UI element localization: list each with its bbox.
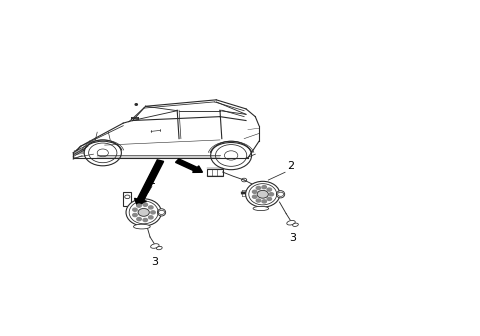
Circle shape	[143, 218, 147, 221]
Circle shape	[262, 200, 266, 203]
Text: 1: 1	[148, 176, 156, 186]
Circle shape	[257, 191, 268, 198]
Circle shape	[256, 186, 261, 190]
Text: 3: 3	[151, 257, 158, 267]
FancyArrow shape	[176, 159, 203, 172]
Circle shape	[267, 188, 272, 191]
Circle shape	[267, 197, 272, 201]
Ellipse shape	[276, 191, 285, 198]
Circle shape	[256, 199, 261, 202]
Circle shape	[133, 213, 137, 217]
Circle shape	[138, 208, 149, 216]
Ellipse shape	[246, 181, 280, 207]
Circle shape	[143, 203, 147, 206]
Ellipse shape	[287, 220, 295, 225]
Bar	[207, 169, 223, 176]
Ellipse shape	[293, 223, 299, 226]
Circle shape	[269, 193, 274, 196]
Circle shape	[137, 217, 141, 221]
Circle shape	[137, 204, 141, 207]
Circle shape	[149, 216, 153, 219]
Circle shape	[262, 185, 266, 189]
Ellipse shape	[151, 244, 159, 248]
Ellipse shape	[156, 246, 162, 250]
Circle shape	[151, 211, 155, 214]
Bar	[123, 192, 132, 206]
Circle shape	[149, 206, 153, 209]
Text: 2: 2	[287, 162, 294, 171]
Circle shape	[252, 195, 257, 198]
Circle shape	[252, 190, 257, 193]
Ellipse shape	[126, 199, 161, 226]
Ellipse shape	[133, 224, 150, 229]
Ellipse shape	[157, 209, 166, 216]
Circle shape	[133, 208, 137, 211]
Text: 3: 3	[289, 233, 296, 243]
Circle shape	[135, 104, 137, 105]
Ellipse shape	[253, 206, 269, 211]
FancyArrow shape	[134, 160, 164, 206]
